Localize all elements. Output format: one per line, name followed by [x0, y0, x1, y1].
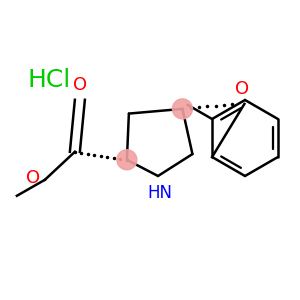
Text: O: O [236, 80, 250, 98]
Circle shape [117, 150, 137, 170]
Text: HN: HN [148, 184, 172, 202]
Circle shape [172, 99, 192, 119]
Text: HCl: HCl [28, 68, 71, 92]
Text: O: O [26, 169, 40, 187]
Text: O: O [73, 76, 87, 94]
